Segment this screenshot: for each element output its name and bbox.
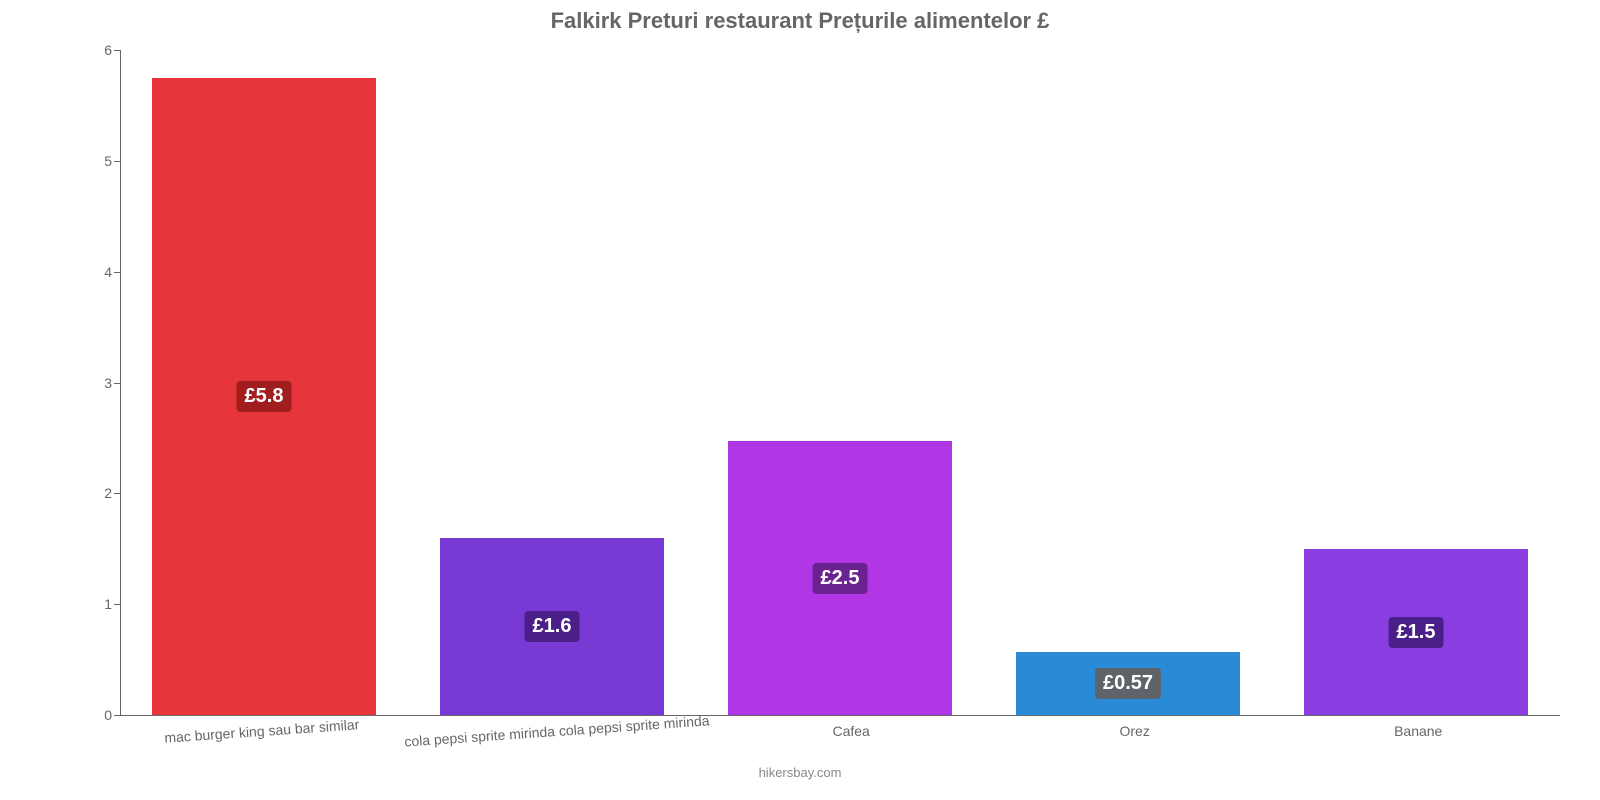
bar-slot: £1.5 xyxy=(1272,50,1560,715)
value-badge: £2.5 xyxy=(813,563,868,594)
y-tick-label: 1 xyxy=(104,596,112,612)
bar: £0.57 xyxy=(1016,652,1241,715)
bar: £5.8 xyxy=(152,78,377,715)
bar-slot: £5.8 xyxy=(120,50,408,715)
bar-slot: £2.5 xyxy=(696,50,984,715)
x-axis-line xyxy=(120,715,1560,716)
value-badge: £0.57 xyxy=(1095,668,1161,699)
bar: £2.5 xyxy=(728,441,953,715)
x-tick-label: Cafea xyxy=(709,723,993,739)
y-tick-label: 0 xyxy=(104,707,112,723)
x-tick-label: Banane xyxy=(1276,723,1560,739)
x-tick-label: mac burger king sau bar similar xyxy=(120,713,404,749)
y-tick-label: 3 xyxy=(104,375,112,391)
bar-slot: £0.57 xyxy=(984,50,1272,715)
bars-container: £5.8 £1.6 £2.5 £0.57 £1.5 xyxy=(120,50,1560,715)
bar-slot: £1.6 xyxy=(408,50,696,715)
y-tick-label: 4 xyxy=(104,264,112,280)
bar: £1.6 xyxy=(440,538,665,715)
y-tick-label: 2 xyxy=(104,485,112,501)
chart-attribution: hikersbay.com xyxy=(0,765,1600,780)
y-tick-label: 5 xyxy=(104,153,112,169)
value-badge: £5.8 xyxy=(237,381,292,412)
bar: £1.5 xyxy=(1304,549,1529,715)
chart-title: Falkirk Preturi restaurant Prețurile ali… xyxy=(0,8,1600,34)
y-tick-label: 6 xyxy=(104,42,112,58)
x-axis-labels: mac burger king sau bar similarcola peps… xyxy=(120,723,1560,739)
value-badge: £1.6 xyxy=(525,611,580,642)
chart-plot-area: 0123456 £5.8£1.6£2.5£0.57£1.5 xyxy=(120,50,1560,715)
x-tick-label: cola pepsi sprite mirinda cola pepsi spr… xyxy=(403,712,709,749)
x-tick-label: Orez xyxy=(993,723,1277,739)
value-badge: £1.5 xyxy=(1389,617,1444,648)
